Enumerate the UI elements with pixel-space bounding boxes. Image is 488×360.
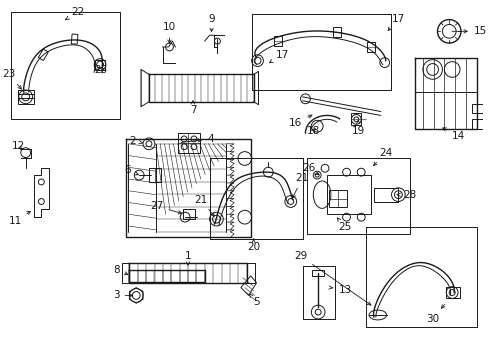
- Text: 22: 22: [65, 7, 84, 20]
- Text: 17: 17: [387, 14, 404, 31]
- Bar: [38, 49, 48, 60]
- Text: 23: 23: [94, 66, 107, 76]
- Text: 2: 2: [129, 136, 142, 146]
- Text: 7: 7: [189, 101, 196, 114]
- Bar: [274, 36, 282, 46]
- Text: 10: 10: [163, 22, 176, 43]
- Text: 1: 1: [184, 251, 191, 265]
- Text: 20: 20: [246, 239, 260, 252]
- Text: 21: 21: [194, 194, 214, 216]
- Text: 28: 28: [396, 190, 416, 200]
- Text: 17: 17: [269, 50, 289, 63]
- Bar: [326, 175, 370, 214]
- Text: 12: 12: [12, 141, 25, 151]
- Text: 13: 13: [328, 284, 351, 294]
- Text: 29: 29: [294, 251, 370, 305]
- Bar: [18, 90, 34, 104]
- Text: 18: 18: [306, 126, 320, 136]
- Text: 19: 19: [351, 120, 364, 136]
- Text: 15: 15: [451, 26, 486, 36]
- Text: 4: 4: [181, 134, 214, 144]
- Bar: [471, 104, 483, 113]
- Text: 5: 5: [248, 294, 260, 307]
- Text: 27: 27: [150, 201, 181, 214]
- Bar: [332, 27, 340, 37]
- Bar: [366, 42, 374, 52]
- Bar: [351, 113, 361, 125]
- Bar: [183, 210, 195, 219]
- Text: 23: 23: [2, 69, 21, 89]
- Text: 26: 26: [302, 163, 318, 175]
- Text: 6: 6: [124, 165, 138, 175]
- Bar: [446, 287, 459, 298]
- Text: 9: 9: [208, 14, 214, 32]
- Text: 14: 14: [442, 128, 465, 141]
- Text: 30: 30: [426, 305, 444, 324]
- Bar: [373, 188, 398, 202]
- Text: 11: 11: [8, 211, 30, 226]
- Bar: [95, 60, 105, 71]
- Text: 16: 16: [289, 115, 311, 128]
- Bar: [149, 168, 161, 182]
- Bar: [312, 270, 324, 276]
- Text: 21: 21: [292, 173, 308, 198]
- Text: 24: 24: [373, 148, 391, 166]
- Text: 3: 3: [113, 291, 132, 301]
- Bar: [328, 190, 346, 207]
- Text: 25: 25: [337, 218, 350, 232]
- Text: 8: 8: [113, 265, 128, 275]
- Bar: [71, 34, 78, 44]
- Bar: [471, 120, 483, 129]
